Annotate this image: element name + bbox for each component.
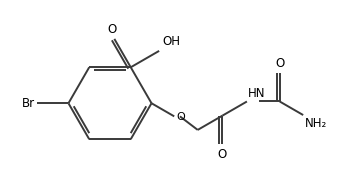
Text: OH: OH	[162, 35, 180, 48]
Text: O: O	[176, 112, 185, 122]
Text: O: O	[218, 148, 227, 161]
Text: Br: Br	[22, 97, 35, 110]
Text: NH₂: NH₂	[305, 117, 328, 130]
Text: O: O	[107, 23, 117, 36]
Text: HN: HN	[248, 87, 265, 100]
Text: O: O	[275, 57, 284, 70]
